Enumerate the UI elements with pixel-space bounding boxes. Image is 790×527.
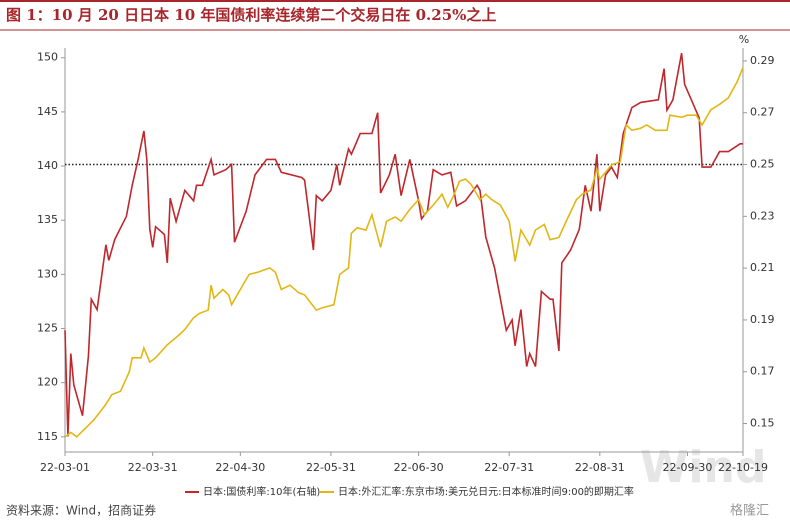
watermark: Wind <box>640 442 766 493</box>
x-tick-label: 22-05-31 <box>306 461 356 474</box>
y-tick-label: 145 <box>37 105 58 118</box>
x-tick-label: 22-07-31 <box>484 461 534 474</box>
chart-title: 图 1：10 月 20 日日本 10 年国债利率连续第二个交易日在 0.25%之… <box>6 6 496 24</box>
y-tick-label: 135 <box>37 213 58 226</box>
y-tick-label: 130 <box>37 267 58 280</box>
x-tick-label: 22-06-30 <box>394 461 444 474</box>
y2-tick-label: 0.17 <box>750 365 775 378</box>
source: 资料来源：Wind，招商证券 <box>6 503 156 518</box>
y2-tick-label: 0.23 <box>750 209 775 222</box>
y2-tick-label: 0.15 <box>750 417 775 430</box>
x-tick-label: 22-09-30 <box>663 461 713 474</box>
x-tick-label: 22-04-30 <box>215 461 265 474</box>
top-rule <box>0 0 790 2</box>
y-tick-label: 115 <box>37 430 58 443</box>
series-line <box>64 53 743 437</box>
series-line <box>64 67 744 438</box>
y2-tick-label: 0.19 <box>750 313 775 326</box>
legend-label: 日本:国债利率:10年(右轴) <box>203 485 320 498</box>
legend-label: 日本:外汇汇率:东京市场:美元兑日元:日本标准时间9:00的即期汇率 <box>338 485 634 498</box>
y-tick-label: 120 <box>37 376 58 389</box>
y-tick-label: 140 <box>37 159 58 172</box>
y2-unit: % <box>739 33 749 46</box>
y-tick-label: 125 <box>37 322 58 335</box>
y2-tick-label: 0.25 <box>750 158 775 171</box>
x-tick-label: 22-03-31 <box>128 461 178 474</box>
y2-tick-label: 0.29 <box>750 54 775 67</box>
logo: 格隆汇 <box>730 503 769 519</box>
x-tick-label: 22-03-01 <box>40 461 90 474</box>
y-tick-label: 150 <box>37 51 58 64</box>
x-tick-label: 22-10-19 <box>718 461 768 474</box>
y2-tick-label: 0.21 <box>750 261 775 274</box>
x-tick-label: 22-08-31 <box>575 461 625 474</box>
y2-tick-label: 0.27 <box>750 106 775 119</box>
